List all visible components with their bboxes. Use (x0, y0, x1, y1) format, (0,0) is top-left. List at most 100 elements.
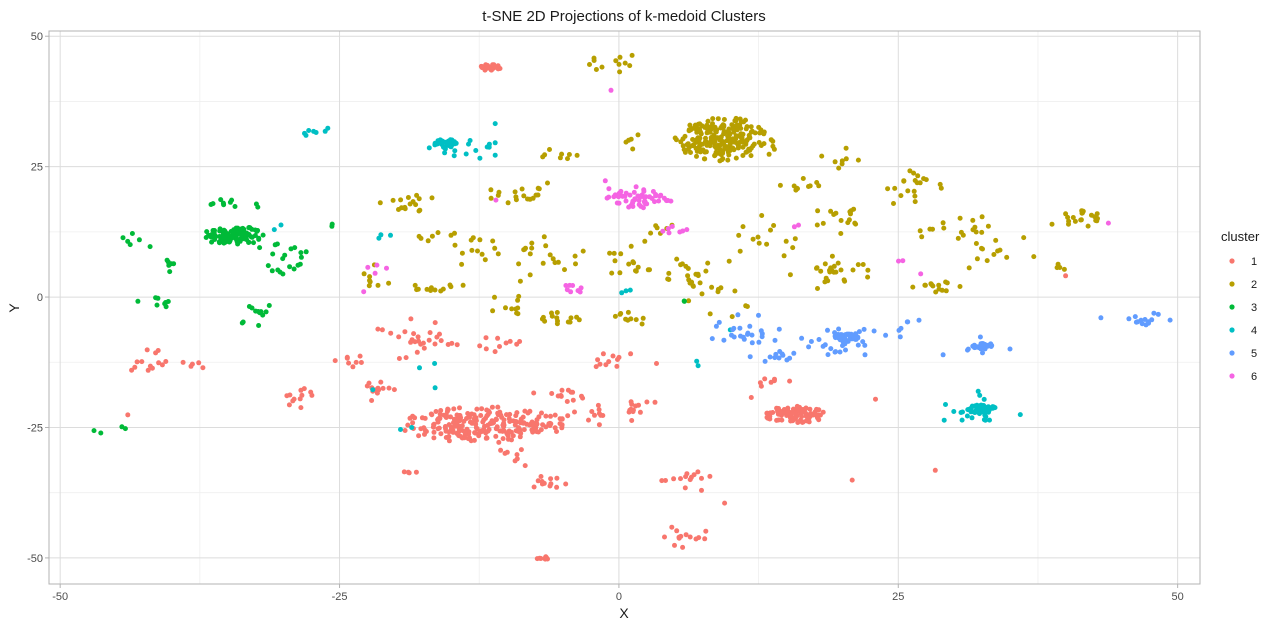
data-point (814, 265, 820, 271)
data-point (674, 256, 680, 262)
data-point (260, 312, 266, 318)
data-point (780, 352, 786, 358)
data-point (472, 417, 478, 423)
data-point (507, 338, 513, 344)
data-point (542, 152, 548, 158)
data-point (119, 424, 125, 430)
data-point (495, 63, 501, 69)
data-point (744, 149, 750, 154)
data-point (420, 340, 426, 346)
data-point (438, 288, 444, 294)
data-point (527, 251, 533, 257)
data-point (309, 392, 315, 398)
data-point (306, 128, 312, 133)
data-point (977, 334, 983, 340)
data-point (838, 231, 844, 236)
data-point (522, 463, 528, 469)
data-point (702, 124, 708, 130)
data-point (134, 359, 140, 365)
data-point (536, 186, 542, 192)
data-point (495, 192, 501, 198)
data-point (446, 429, 452, 435)
legend-key-6 (1229, 373, 1235, 379)
data-point (729, 314, 735, 320)
data-point (386, 280, 392, 286)
data-point (828, 346, 834, 352)
data-point (743, 303, 749, 309)
data-point (476, 433, 482, 439)
data-point (587, 62, 592, 67)
data-point (416, 433, 422, 439)
data-point (139, 359, 145, 365)
data-point (539, 316, 545, 322)
data-point (125, 238, 131, 244)
data-point (707, 139, 713, 145)
series-cluster-6 (361, 87, 1111, 295)
data-point (472, 430, 478, 436)
data-point (710, 116, 716, 122)
data-point (203, 235, 209, 240)
data-point (507, 429, 513, 435)
data-point (644, 399, 650, 405)
data-point (612, 258, 618, 264)
series-cluster-4 (271, 121, 1023, 432)
data-point (446, 438, 452, 444)
data-point (836, 165, 842, 171)
data-point (800, 176, 806, 181)
data-point (457, 405, 462, 411)
data-point (652, 399, 658, 405)
data-point (799, 414, 805, 420)
data-point (784, 357, 790, 363)
data-point (625, 309, 631, 315)
data-point (702, 536, 708, 542)
data-point (517, 427, 523, 432)
data-point (633, 403, 639, 409)
data-point (570, 283, 576, 288)
data-point (482, 257, 488, 263)
data-point (816, 183, 822, 189)
data-point (154, 302, 160, 308)
data-point (435, 417, 441, 423)
data-point (564, 287, 570, 293)
data-point (806, 344, 812, 350)
data-point (764, 241, 770, 247)
data-point (527, 272, 533, 278)
data-point (957, 215, 963, 221)
data-points (91, 52, 1173, 562)
data-point (915, 173, 921, 179)
data-point (238, 232, 244, 238)
data-point (1066, 218, 1072, 224)
y-tick-label: 0 (37, 292, 43, 304)
data-point (290, 398, 296, 404)
data-point (493, 426, 499, 432)
legend-label-1: 1 (1251, 256, 1257, 268)
data-point (380, 385, 386, 391)
data-point (438, 338, 444, 344)
data-point (681, 298, 687, 304)
data-point (410, 420, 416, 426)
data-point (303, 132, 309, 138)
data-point (732, 288, 738, 294)
data-point (384, 265, 389, 271)
data-point (521, 247, 527, 253)
data-point (492, 152, 498, 158)
data-point (633, 268, 638, 274)
data-point (835, 260, 841, 266)
data-point (678, 476, 683, 482)
data-point (678, 262, 684, 268)
data-point (1146, 320, 1151, 326)
data-point (474, 406, 480, 412)
series-cluster-5 (709, 310, 1173, 364)
data-point (405, 422, 411, 428)
data-point (707, 311, 713, 317)
data-point (851, 206, 857, 212)
data-point (271, 227, 277, 233)
data-point (477, 155, 483, 161)
data-point (993, 237, 999, 243)
data-point (808, 412, 814, 418)
data-point (409, 337, 415, 343)
data-point (534, 417, 540, 423)
data-point (473, 148, 479, 153)
data-point (240, 319, 246, 325)
data-point (559, 387, 565, 393)
